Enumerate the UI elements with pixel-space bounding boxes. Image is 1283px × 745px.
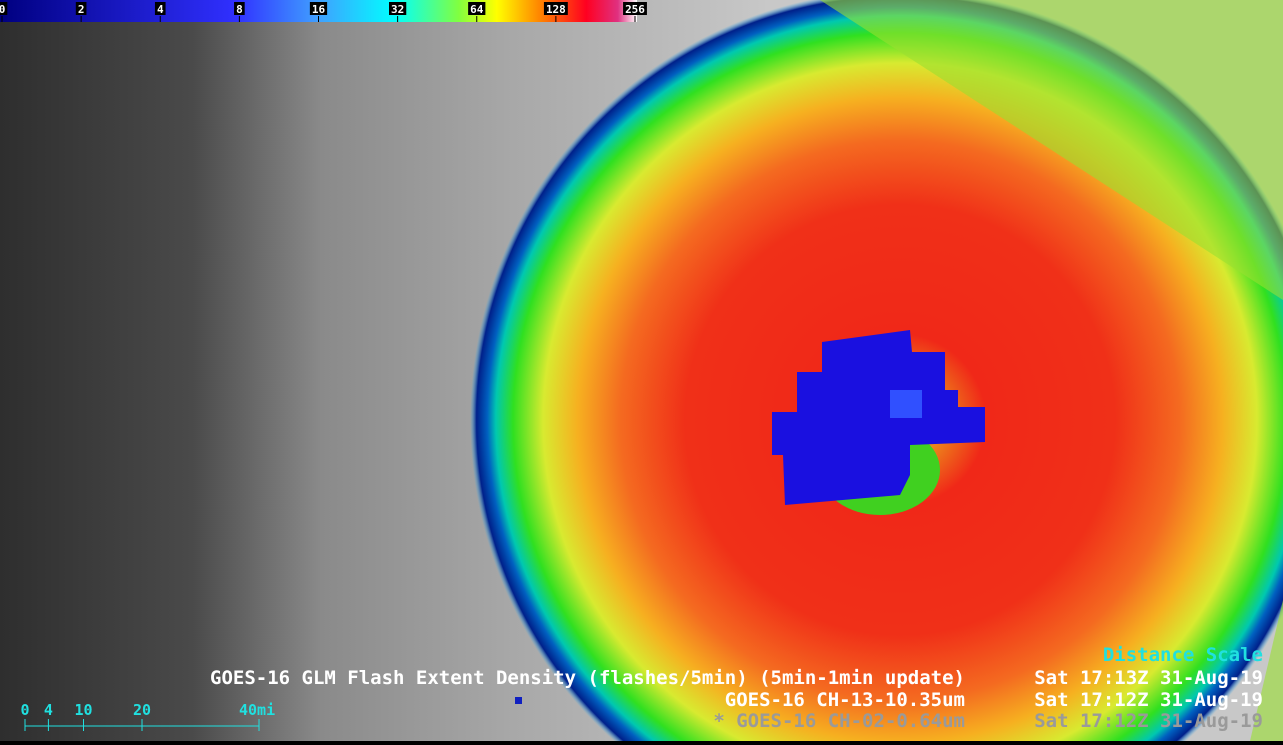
colorbar-label-bg: [543, 2, 568, 15]
colorbar-label: 16: [312, 3, 326, 16]
distance-ticks: 0 4 10 20 40mi: [20, 701, 275, 731]
time-label: Sat 17:13Z 31-Aug-19: [1034, 667, 1263, 689]
colorbar-ticks: 0 2 4 8 16 32 64 128 256: [0, 2, 647, 22]
product-label: GOES-16 CH-13-10.35um: [725, 689, 965, 711]
flash-density-area: [772, 330, 985, 505]
product-label: * GOES-16 CH-02-0.64um: [713, 710, 965, 732]
colorbar-label-bg: [234, 2, 245, 15]
flash-density-spot: [515, 697, 522, 704]
distance-title: Distance Scale: [1103, 644, 1263, 666]
distance-label: 0: [20, 701, 29, 719]
time-label: Sat 17:12Z 31-Aug-19: [1034, 710, 1263, 732]
colorbar-label: 4: [157, 3, 164, 16]
colorbar-label: 128: [546, 3, 566, 16]
product-label: GOES-16 GLM Flash Extent Density (flashe…: [210, 667, 965, 689]
colorbar-label-bg: [0, 2, 8, 15]
distance-label: 4: [44, 701, 53, 719]
colorbar-label-bg: [468, 2, 486, 15]
colorbar-label: 64: [470, 3, 484, 16]
colorbar-label-bg: [309, 2, 328, 15]
colorbar-label-bg: [623, 2, 647, 15]
colorbar-label: 2: [78, 3, 85, 16]
distance-label: 40mi: [239, 701, 275, 719]
time-label: Sat 17:12Z 31-Aug-19: [1034, 689, 1263, 711]
outer-cloud: [820, 0, 1283, 741]
flash-density-core: [890, 390, 922, 418]
colorbar-label-bg: [75, 2, 87, 15]
colorbar-label: 0: [0, 3, 5, 16]
distance-label: 20: [133, 701, 151, 719]
colorbar-label: 8: [236, 3, 243, 16]
colorbar-label-bg: [389, 2, 407, 15]
colorbar-label-bg: [154, 2, 166, 15]
colorbar-label: 256: [625, 3, 645, 16]
distance-label: 10: [74, 701, 92, 719]
colorbar-label: 32: [391, 3, 404, 16]
